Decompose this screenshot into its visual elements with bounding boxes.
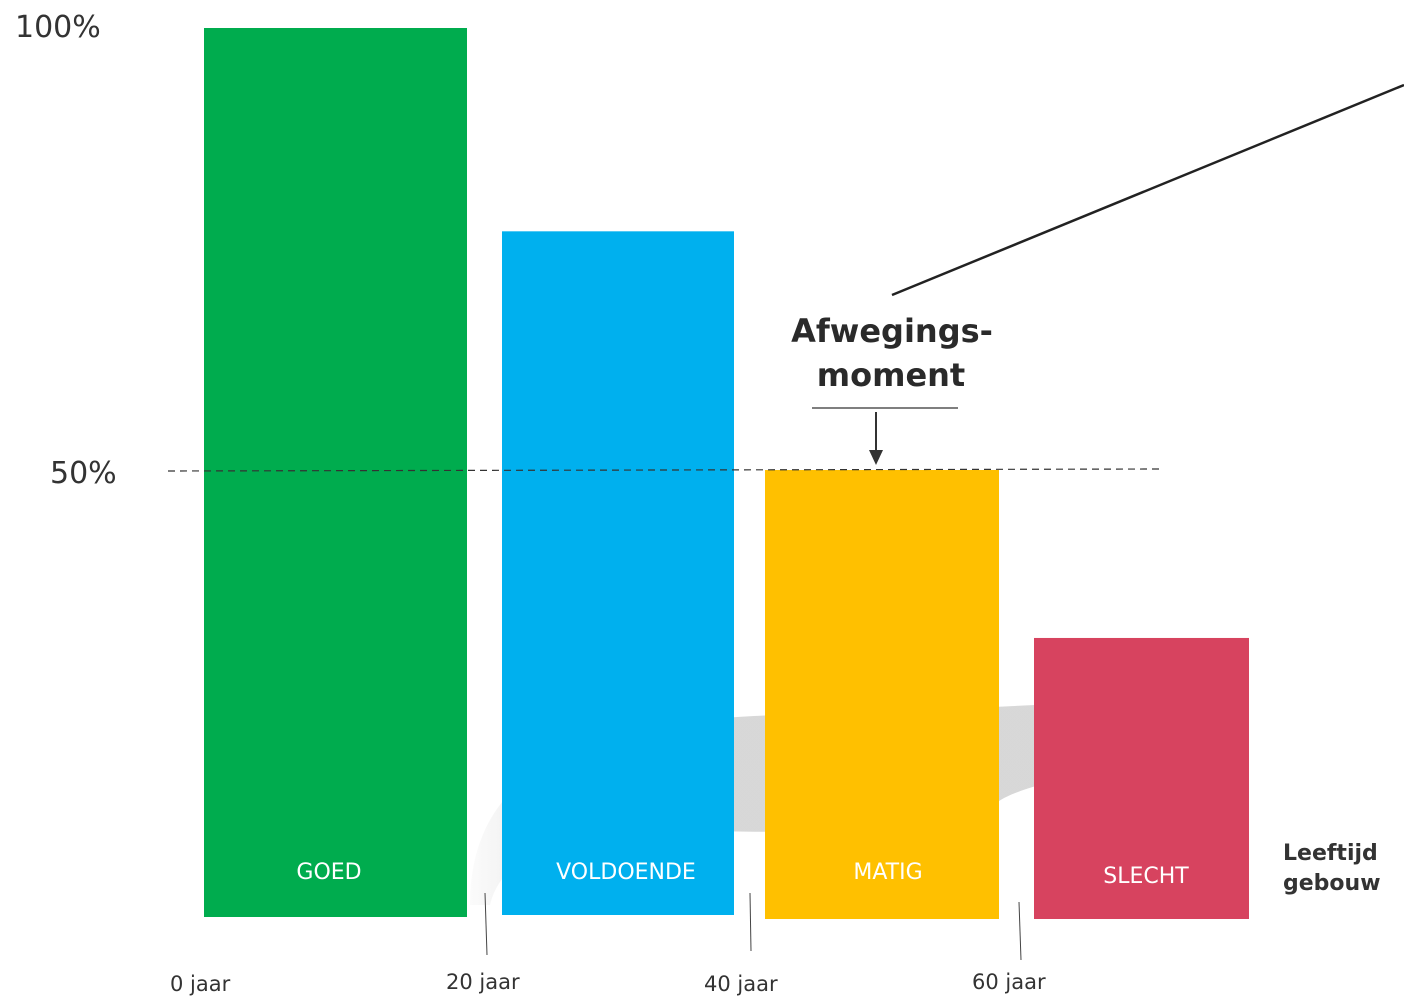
- bars-group: [204, 28, 1249, 919]
- bar-matig: [765, 470, 999, 919]
- reference-line-50: [167, 468, 1161, 472]
- category-label-slecht: SLECHT: [1103, 864, 1189, 889]
- annotation-label-line1: Afwegings-: [791, 312, 993, 350]
- x-tick-0-jaar: 0 jaar: [170, 972, 231, 996]
- category-label-goed: GOED: [296, 860, 361, 885]
- x-tick-mark-60: [1018, 901, 1022, 961]
- annotation-diagonal-line: [891, 83, 1404, 297]
- x-tick-20-jaar: 20 jaar: [446, 970, 520, 994]
- bar-goed: [204, 28, 467, 917]
- x-axis-label-line2: gebouw: [1283, 871, 1381, 896]
- annotation-arrow-head: [869, 450, 883, 465]
- x-tick-60-jaar: 60 jaar: [972, 970, 1046, 994]
- bar-slecht: [1034, 637, 1249, 919]
- x-tick-mark-20: [484, 892, 488, 956]
- x-tick-mark-40: [749, 892, 752, 952]
- annotation-label-line2: moment: [817, 356, 965, 394]
- category-label-matig: MATIG: [853, 860, 922, 885]
- category-label-voldoende: VOLDOENDE: [556, 860, 696, 885]
- x-axis-label-line1: Leeftijd: [1283, 841, 1378, 866]
- y-tick-100: 100%: [15, 10, 101, 45]
- x-tick-40-jaar: 40 jaar: [704, 972, 778, 996]
- y-tick-50: 50%: [50, 456, 117, 491]
- bar-voldoende: [502, 231, 734, 915]
